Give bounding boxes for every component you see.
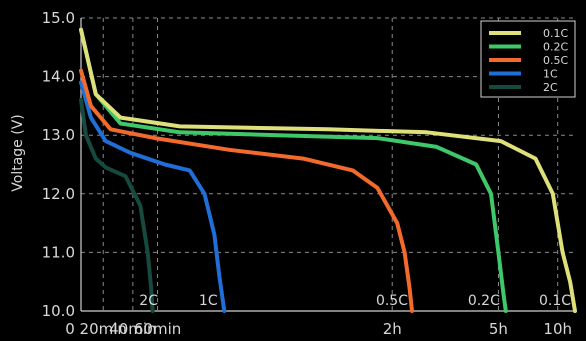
legend-label: 1C [543, 68, 558, 81]
y-axis-label: Voltage (V) [10, 114, 26, 191]
x-tick-label: 0 [65, 320, 75, 338]
series-lines [79, 27, 577, 313]
legend-label: 0.2C [543, 41, 568, 54]
end-labels: 2C 1C 0.5C 0.2C 0.1C [139, 293, 571, 309]
y-tick-label: 11.0 [42, 243, 75, 261]
x-tick-label: 20min [80, 320, 127, 338]
y-tick-label: 12.0 [42, 185, 75, 203]
end-label-0_5C: 0.5C [376, 293, 408, 309]
y-tick-label: 14.0 [42, 68, 75, 86]
series-line-2C [79, 98, 155, 313]
series-line-1C [79, 80, 227, 313]
end-label-2C: 2C [139, 293, 158, 309]
x-tick-label: 10h [543, 320, 572, 338]
y-tick-label: 10.0 [42, 302, 75, 320]
y-tick-label: 15.0 [42, 9, 75, 27]
end-label-1C: 1C [199, 293, 218, 309]
x-tick-label: 2h [383, 320, 402, 338]
series-line-0_2C [79, 27, 508, 313]
x-tick-label: 5h [489, 320, 508, 338]
series-line-0_1C [79, 27, 577, 313]
series-line-0_5C [79, 68, 414, 313]
end-label-0_2C: 0.2C [468, 293, 500, 309]
legend-label: 0.5C [543, 54, 568, 67]
axes: 10.0 11.0 12.0 13.0 14.0 15.0 0 20min40min60min… [42, 9, 575, 338]
y-tick-label: 13.0 [42, 126, 75, 144]
x-tick-label: 60min [134, 320, 181, 338]
end-label-0_1C: 0.1C [539, 293, 571, 309]
legend-label: 2C [543, 81, 558, 94]
x-tick-label: 40min [109, 320, 156, 338]
legend-label: 0.1C [543, 27, 568, 40]
